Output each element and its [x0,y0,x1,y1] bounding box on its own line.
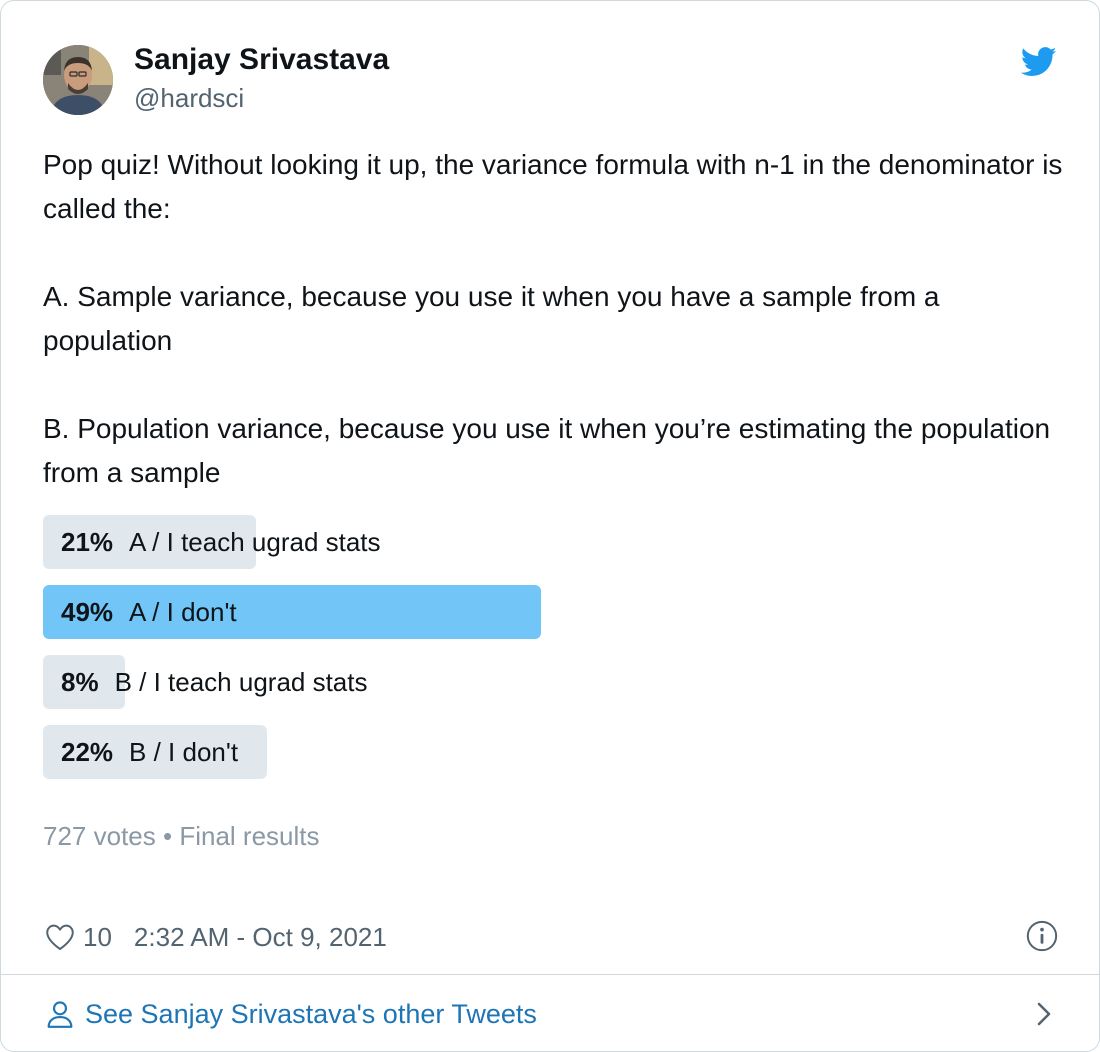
poll-option: 21% A / I teach ugrad stats [43,515,1059,569]
person-icon [47,1001,73,1028]
like-count: 10 [83,921,112,952]
twitter-bird-icon[interactable] [1021,47,1057,77]
poll-percent: 49% [61,596,114,627]
author-name[interactable]: Sanjay Srivastava [134,43,390,76]
poll-bar [43,725,267,779]
poll-option: 22% B / I don't [43,725,1059,779]
poll-separator: • [162,821,173,851]
poll-votes: 727 votes [43,821,156,851]
avatar[interactable] [43,45,113,115]
poll-option: 49% A / I don't [43,585,1059,639]
tweet-paragraph: A. Sample variance, because you use it w… [43,281,940,356]
tweet-text: Pop quiz! Without looking it up, the var… [43,143,1063,495]
poll-summary: 727 votes • Final results [43,819,319,853]
poll-option-label: B / I teach ugrad stats [114,666,368,697]
tweet-paragraph: Pop quiz! Without looking it up, the var… [43,149,1063,224]
avatar-photo [43,45,113,115]
like-button[interactable]: 10 [43,920,112,954]
poll-percent: 8% [61,666,99,697]
poll-option-label: A / I teach ugrad stats [129,526,381,557]
poll-option-label: A / I don't [129,596,237,627]
heart-icon [46,924,74,951]
poll-option-label: B / I don't [129,736,239,767]
poll-bar [43,655,125,709]
poll-percent: 21% [61,526,114,557]
chevron-right-icon [1037,1002,1051,1026]
author-handle[interactable]: @hardsci [134,83,245,113]
tweet-paragraph: B. Population variance, because you use … [43,413,1051,488]
divider [1,974,1099,975]
see-other-tweets-link[interactable]: See Sanjay Srivastava's other Tweets [43,991,1059,1037]
tweet-timestamp[interactable]: 2:32 AM - Oct 9, 2021 [133,921,387,952]
poll-bar [43,515,256,569]
info-icon[interactable] [1025,919,1059,953]
poll-option: 8% B / I teach ugrad stats [43,655,1059,709]
poll-percent: 22% [61,736,114,767]
poll-bar [43,585,541,639]
see-other-tweets-label: See Sanjay Srivastava's other Tweets [85,998,537,1029]
tweet-footer: 10 2:32 AM - Oct 9, 2021 [43,917,1059,957]
poll: 21% A / I teach ugrad stats 49% A / I do… [43,515,1059,795]
poll-status: Final results [179,821,320,851]
